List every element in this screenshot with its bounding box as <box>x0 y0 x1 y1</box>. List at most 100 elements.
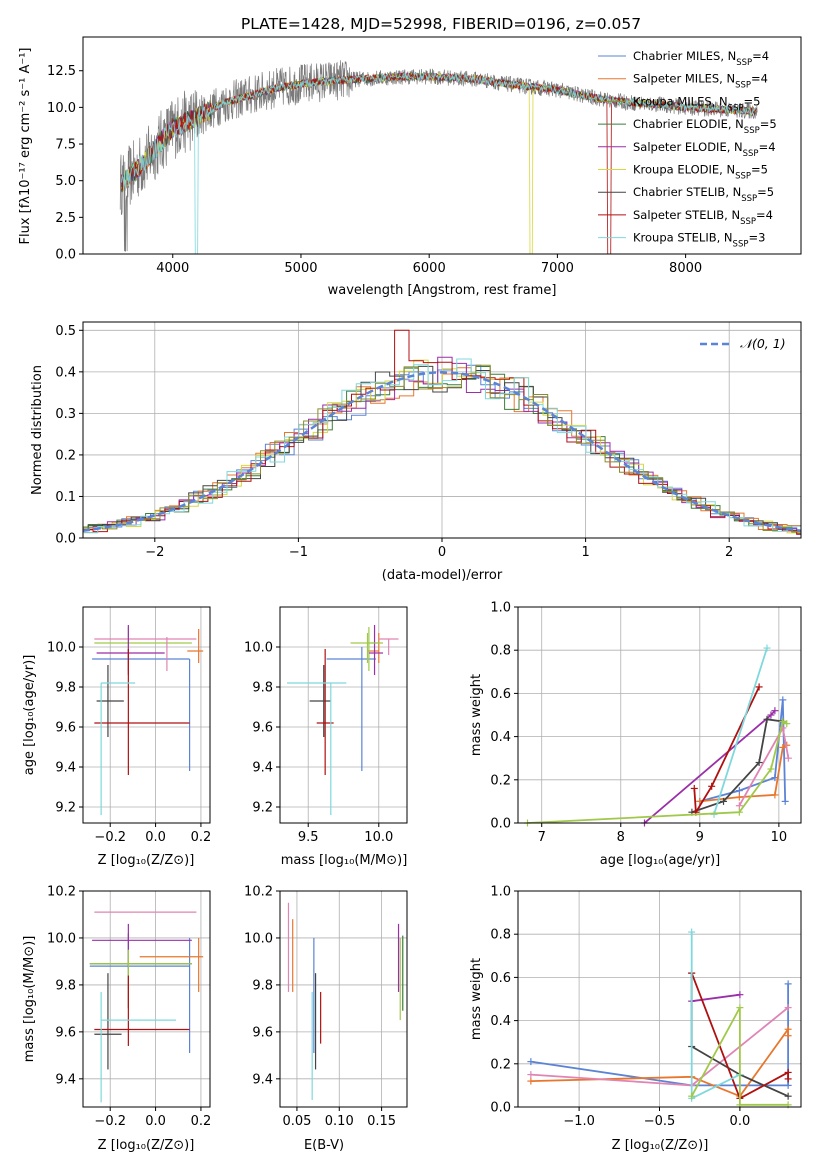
y-tick-label: 9.8 <box>252 978 273 993</box>
x-tick-label: 0.05 <box>282 1114 311 1129</box>
weight-series-line <box>691 993 741 1003</box>
x-tick-label: 0.0 <box>145 1114 166 1129</box>
histogram-ylabel: Normed distribution <box>30 365 45 495</box>
y-tick-label: 0.2 <box>55 448 76 463</box>
y-tick-label: 0.0 <box>490 817 511 832</box>
x-tick-label: 0.2 <box>191 1114 212 1129</box>
weight-vs-age-panel: 7 8 9 10 0.0 0.2 0.4 0.6 0.8 1.0 <box>490 601 802 845</box>
x-tick-label: 10.0 <box>364 830 393 845</box>
weight-series-line <box>713 647 768 815</box>
x-tick-label: 0 <box>438 545 446 560</box>
y-tick-label: 9.6 <box>55 721 76 736</box>
spectrum-panel: PLATE=1428, MJD=52998, FIBERID=0196, z=0… <box>18 15 802 298</box>
x-tick-label: 0.0 <box>145 830 166 845</box>
mass-z-xlabel: Z [log₁₀(Z/Z⊙)] <box>98 1138 195 1153</box>
x-tick-label: 8000 <box>669 261 702 276</box>
spectrum-ylabel: Flux [fλ10⁻¹⁷ erg cm⁻² s⁻¹ A⁻¹] <box>18 48 33 245</box>
y-tick-label: 0.8 <box>490 644 511 659</box>
weight-z-ylabel: mass weight <box>469 958 484 1040</box>
y-tick-label: 1.0 <box>490 601 511 616</box>
x-tick-label: 9.5 <box>298 830 319 845</box>
model-spectrum-line <box>121 71 757 254</box>
y-tick-label: 0.4 <box>490 730 511 745</box>
normal-reference-curve <box>82 371 802 532</box>
y-tick-label: 9.2 <box>55 801 76 816</box>
mass-vs-Z-panel: −0.2 0.0 0.2 9.4 9.6 9.8 10.0 10.2 <box>47 885 211 1130</box>
age-z-xlabel: Z [log₁₀(Z/Z⊙)] <box>98 853 195 868</box>
axes-frame <box>517 606 802 824</box>
x-tick-label: −0.2 <box>94 1114 126 1129</box>
y-tick-label: 10.0 <box>47 931 76 946</box>
y-tick-label: 9.6 <box>252 1025 273 1040</box>
x-tick-label: 0.2 <box>191 830 212 845</box>
y-tick-label: 0.5 <box>55 324 76 339</box>
y-tick-label: 9.8 <box>252 681 273 696</box>
x-tick-label: 9 <box>696 830 704 845</box>
x-tick-label: 4000 <box>156 261 189 276</box>
y-tick-label: 0.2 <box>490 1057 511 1072</box>
y-tick-label: 0.4 <box>490 1014 511 1029</box>
histogram-xlabel: (data-model)/error <box>382 568 503 583</box>
y-tick-label: 9.6 <box>252 721 273 736</box>
x-tick-label: 7000 <box>541 261 574 276</box>
y-tick-label: 10.0 <box>47 641 76 656</box>
histogram-step <box>83 364 801 532</box>
y-tick-label: 10.2 <box>47 885 76 900</box>
x-tick-label: 10 <box>771 830 788 845</box>
y-tick-label: 5.0 <box>55 174 76 189</box>
x-tick-label: −0.5 <box>644 1114 676 1129</box>
mass-z-ylabel: mass [log₁₀(M/M⊙)] <box>22 936 37 1063</box>
spectrum-title: PLATE=1428, MJD=52998, FIBERID=0196, z=0… <box>241 15 641 33</box>
y-tick-label: 0.8 <box>490 928 511 943</box>
mass-ebv-xlabel: E(B-V) <box>304 1138 344 1153</box>
x-tick-label: −2 <box>145 545 164 560</box>
weight-vs-Z-panel: −1.0 −0.5 0.0 0.0 0.2 0.4 0.6 0.8 1.0 <box>490 885 802 1129</box>
y-tick-label: 2.5 <box>55 211 76 226</box>
x-tick-label: −0.2 <box>94 830 126 845</box>
parameter-panels: −0.2 0.0 0.2 9.2 9.4 9.6 9.8 10.0 9.5 10.0 9.2 9.4 9… <box>47 601 802 1130</box>
x-tick-label: 2 <box>725 545 733 560</box>
y-tick-label: 0.4 <box>55 365 76 380</box>
histogram-legend: 𝒩(0, 1) <box>700 336 786 351</box>
y-tick-label: 0.6 <box>490 971 511 986</box>
x-tick-label: −1 <box>289 545 308 560</box>
weight-age-xlabel: age [log₁₀(age/yr)] <box>600 853 721 868</box>
y-tick-label: 9.6 <box>55 1025 76 1040</box>
axes-frame <box>82 890 211 1108</box>
age-z-ylabel: age [log₁₀(age/yr)] <box>22 655 37 776</box>
y-tick-label: 10.0 <box>244 641 273 656</box>
residual-histogram-panel: −2 −1 0 1 2 0.0 0.1 0.2 0.3 0.4 0.5 𝒩(0, 1) (data-… <box>30 321 802 583</box>
age-vs-Z-panel: −0.2 0.0 0.2 9.2 9.4 9.6 9.8 10.0 <box>47 606 212 845</box>
y-tick-label: 12.5 <box>47 64 76 79</box>
y-tick-label: 9.4 <box>55 1072 76 1087</box>
x-tick-label: 0.15 <box>367 1114 396 1129</box>
age-vs-mass-panel: 9.5 10.0 9.2 9.4 9.6 9.8 10.0 <box>244 606 408 845</box>
y-tick-label: 9.8 <box>55 681 76 696</box>
weight-series-line <box>693 686 760 816</box>
y-tick-label: 0.0 <box>490 1101 511 1116</box>
axes-frame <box>82 606 211 824</box>
x-tick-label: 1 <box>581 545 589 560</box>
y-tick-label: 7.5 <box>55 138 76 153</box>
spectrum-xlabel: wavelength [Angstrom, rest frame] <box>328 283 557 298</box>
histogram-step <box>83 365 801 532</box>
y-tick-label: 0.1 <box>55 490 76 505</box>
weight-age-ylabel: mass weight <box>469 674 484 756</box>
age-mass-xlabel: mass [log₁₀(M/M⊙)] <box>281 853 408 868</box>
y-tick-label: 9.4 <box>55 761 76 776</box>
y-tick-label: 1.0 <box>490 885 511 900</box>
x-tick-label: 7 <box>538 830 546 845</box>
y-tick-label: 0.3 <box>55 407 76 422</box>
x-tick-label: 0.0 <box>730 1114 751 1129</box>
spectrum-axes-frame <box>82 36 802 255</box>
axes-frame <box>279 890 408 1108</box>
x-tick-label: 5000 <box>284 261 317 276</box>
y-tick-label: 9.2 <box>252 801 273 816</box>
weight-series-line <box>690 1007 789 1106</box>
mass-vs-ebv-panel: 0.05 0.10 0.15 9.4 9.6 9.8 10.0 10.2 <box>244 885 408 1129</box>
x-tick-label: 6000 <box>413 261 446 276</box>
y-tick-label: 10.0 <box>47 101 76 116</box>
weight-z-xlabel: Z [log₁₀(Z/Z⊙)] <box>612 1138 709 1153</box>
